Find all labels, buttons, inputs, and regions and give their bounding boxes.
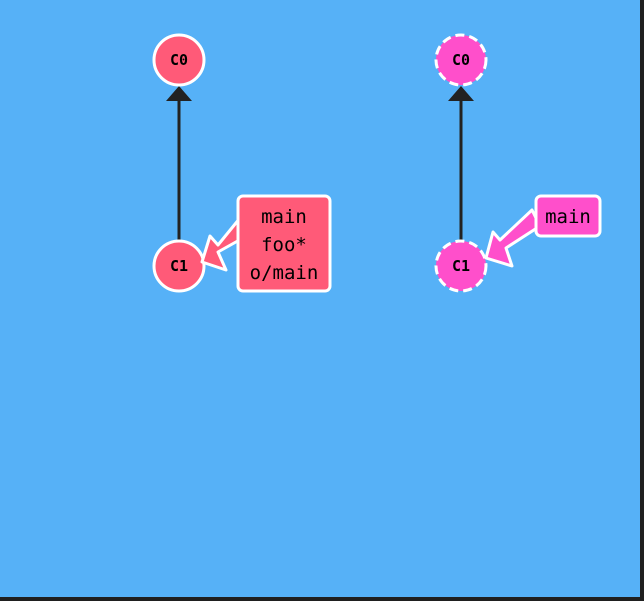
right-branch-main: main xyxy=(545,206,591,228)
right-edge-arrowhead xyxy=(448,86,474,101)
left-commit-c1[interactable]: C1 xyxy=(152,239,206,293)
right-repo: C0 C1 main xyxy=(434,33,602,293)
right-branch-pointer-arrow xyxy=(484,208,542,268)
right-commit-c1[interactable]: C1 xyxy=(434,239,488,293)
left-branch-label-box[interactable]: main foo* o/main xyxy=(236,194,332,293)
left-branch-origin-main: o/main xyxy=(250,262,319,284)
left-commit-c0-label: C0 xyxy=(170,51,188,69)
right-branch-label-box[interactable]: main xyxy=(534,194,602,238)
right-commit-c0-label: C0 xyxy=(452,51,470,69)
left-edge-arrowhead xyxy=(166,86,192,101)
left-branch-main: main xyxy=(261,206,307,228)
right-commit-c1-label: C1 xyxy=(452,257,470,275)
left-commit-c1-label: C1 xyxy=(170,257,188,275)
left-branch-foo: foo* xyxy=(261,234,307,256)
right-commit-c0[interactable]: C0 xyxy=(434,33,488,87)
left-commit-c0[interactable]: C0 xyxy=(152,33,206,87)
left-repo: C0 C1 main foo* o/main xyxy=(152,33,332,293)
